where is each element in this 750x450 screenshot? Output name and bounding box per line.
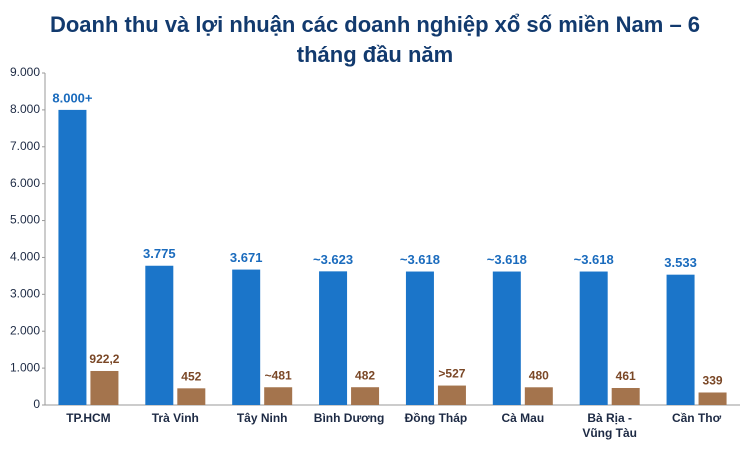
bar: [579, 271, 608, 405]
value-label: ~481: [265, 368, 292, 382]
y-tick-label: 2.000: [10, 323, 40, 337]
bar: [698, 392, 727, 405]
bar: [437, 385, 466, 405]
x-tick-label: Tây Ninh: [236, 411, 288, 425]
x-tick-label: Bà Rịa - Vũng Tàu: [582, 411, 638, 440]
bar: [666, 274, 695, 405]
y-tick-label: 0: [33, 397, 40, 411]
bar: [319, 271, 348, 405]
y-tick-label: 5.000: [10, 213, 40, 227]
value-label: >527: [438, 367, 465, 381]
value-label: 480: [529, 368, 549, 382]
x-tick-label: Bình Dương: [313, 411, 385, 425]
y-tick-label: 9.000: [10, 65, 40, 79]
bar: [90, 370, 119, 405]
x-tick-label: TP.HCM: [66, 411, 111, 425]
bar: [232, 269, 261, 405]
y-tick-label: 3.000: [10, 287, 40, 301]
x-tick-label: Trà Vinh: [151, 411, 199, 425]
value-label: 3.533: [664, 255, 697, 270]
bar: [145, 265, 174, 405]
bar: [351, 387, 380, 405]
value-label: 8.000+: [52, 90, 93, 105]
value-label: 3.671: [230, 250, 263, 265]
bar: [405, 271, 434, 405]
bar: [524, 387, 553, 405]
bar: [611, 387, 640, 405]
y-tick-label: 7.000: [10, 139, 40, 153]
y-tick-label: 4.000: [10, 250, 40, 264]
value-label: 3.775: [143, 246, 176, 261]
value-label: 922,2: [89, 352, 119, 366]
bar: [58, 109, 87, 405]
value-label: 339: [703, 374, 723, 388]
bar: [492, 271, 521, 405]
value-label: ~3.618: [487, 252, 527, 267]
bar: [177, 388, 206, 405]
value-label: 461: [616, 369, 636, 383]
value-label: 482: [355, 368, 375, 382]
chart-title: Doanh thu và lợi nhuận các doanh nghiệp …: [49, 12, 701, 67]
x-tick-label: Cần Thơ: [671, 411, 722, 425]
y-tick-label: 6.000: [10, 176, 40, 190]
y-tick-label: 1.000: [10, 360, 40, 374]
value-label: ~3.618: [400, 252, 440, 267]
value-label: 452: [181, 369, 201, 383]
value-label: ~3.623: [313, 252, 353, 267]
value-label: ~3.618: [574, 252, 614, 267]
x-tick-label: Cà Mau: [501, 411, 545, 425]
y-tick-label: 8.000: [10, 102, 40, 116]
x-tick-label: Đồng Tháp: [404, 411, 468, 425]
bar: [264, 387, 293, 405]
